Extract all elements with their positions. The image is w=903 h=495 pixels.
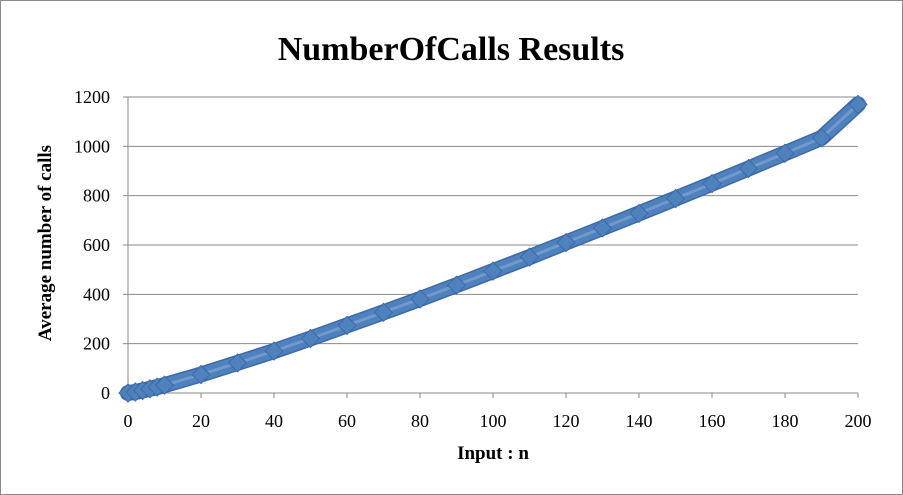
x-tick-label: 80 xyxy=(411,411,429,431)
data-point xyxy=(556,232,576,253)
data-points xyxy=(118,94,868,403)
data-point xyxy=(592,218,613,238)
x-tick-label: 160 xyxy=(699,411,726,431)
gridlines xyxy=(128,96,858,345)
data-point xyxy=(775,143,795,163)
y-tick-label: 1000 xyxy=(74,136,110,156)
series-band-outline xyxy=(120,96,866,401)
data-point xyxy=(483,261,503,281)
x-tick-label: 20 xyxy=(192,411,210,431)
data-point xyxy=(629,203,649,224)
y-tick-label: 0 xyxy=(101,383,110,403)
data-point xyxy=(665,188,686,209)
data-point xyxy=(811,128,832,148)
series-highlight xyxy=(126,102,860,395)
x-tick-label: 0 xyxy=(124,411,133,431)
y-axis-label: Average number of calls xyxy=(35,145,56,341)
data-point xyxy=(410,289,430,309)
tick-labels: 0 200 400 600 800 1000 1200 0 20 40 60 80 100 120 140 1… xyxy=(74,87,872,431)
y-tick-label: 800 xyxy=(83,186,110,206)
y-tick-label: 400 xyxy=(83,284,110,304)
x-tick-label: 60 xyxy=(338,411,356,431)
y-tick-label: 1200 xyxy=(74,87,110,107)
x-axis-label: Input : n xyxy=(457,443,529,464)
data-point xyxy=(300,328,321,349)
series-band xyxy=(121,97,865,400)
data-point xyxy=(738,158,759,179)
series-line xyxy=(120,96,866,401)
x-tick-label: 120 xyxy=(553,411,580,431)
data-point xyxy=(519,247,540,267)
x-tick-label: 140 xyxy=(626,411,653,431)
data-point xyxy=(446,275,467,295)
x-tick-label: 200 xyxy=(845,411,872,431)
x-tick-label: 180 xyxy=(772,411,799,431)
y-tick-label: 200 xyxy=(83,334,110,354)
data-point xyxy=(154,375,175,395)
data-point xyxy=(848,94,868,115)
x-tick-label: 100 xyxy=(480,411,507,431)
x-tick-label: 40 xyxy=(265,411,283,431)
data-point xyxy=(337,315,357,336)
data-point xyxy=(702,173,722,194)
data-point xyxy=(227,353,248,373)
data-point xyxy=(191,364,211,385)
axes xyxy=(123,96,859,398)
y-tick-label: 600 xyxy=(83,235,110,255)
chart-title: NumberOfCalls Results xyxy=(278,31,625,68)
data-point xyxy=(264,341,284,361)
data-point xyxy=(373,302,394,323)
